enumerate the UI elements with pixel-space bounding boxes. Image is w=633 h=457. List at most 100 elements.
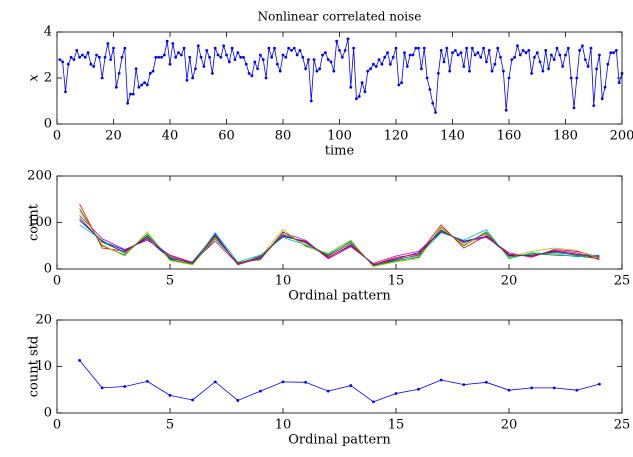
x-tick-label: 15 [388, 274, 405, 289]
point [162, 53, 166, 57]
point [476, 51, 480, 55]
point [544, 49, 548, 52]
point [349, 384, 353, 387]
x-tick-label: 20 [501, 274, 518, 289]
y-tick-label: 0 [44, 406, 52, 421]
point [575, 388, 579, 392]
point [479, 55, 483, 59]
point [451, 51, 454, 55]
point [151, 69, 155, 73]
point [233, 58, 237, 61]
point [510, 58, 514, 61]
point [140, 83, 144, 87]
point [137, 85, 141, 89]
point [287, 46, 291, 50]
point [518, 53, 522, 57]
point [264, 76, 268, 80]
point [182, 46, 186, 50]
point [165, 39, 169, 43]
point [434, 111, 437, 114]
axes-frame [56, 175, 623, 270]
point [431, 101, 435, 105]
point [349, 85, 353, 89]
point [129, 92, 132, 96]
point [355, 97, 358, 101]
point [555, 46, 559, 50]
point [414, 46, 418, 50]
point [499, 55, 502, 59]
y-axis-label: count [27, 203, 42, 241]
axes-frame [56, 319, 623, 414]
x-tick-label: 10 [275, 274, 292, 289]
point [230, 46, 234, 50]
x-tick-label: 60 [218, 129, 235, 144]
point [270, 55, 274, 59]
series-line [79, 215, 600, 265]
x-tick-label: 100 [327, 129, 352, 144]
point [72, 58, 76, 61]
point [343, 49, 347, 52]
point [278, 69, 282, 73]
point [496, 46, 500, 50]
point [326, 58, 330, 61]
point [123, 46, 127, 50]
point [374, 65, 378, 68]
point [329, 60, 333, 64]
x-tick-label: 80 [275, 129, 292, 144]
point [530, 386, 533, 390]
point [386, 51, 389, 55]
point [592, 104, 596, 107]
point [292, 46, 296, 50]
point [383, 55, 387, 59]
point [490, 69, 494, 73]
point [100, 76, 104, 80]
point [485, 380, 488, 384]
point [315, 69, 319, 73]
point [236, 399, 240, 402]
point [439, 378, 443, 382]
point [439, 49, 443, 52]
point [219, 55, 223, 59]
x-tick-label: 10 [275, 418, 292, 433]
point [58, 58, 62, 61]
point [566, 46, 570, 50]
point [78, 359, 81, 362]
point [95, 53, 98, 57]
point [516, 44, 519, 48]
point [391, 55, 395, 59]
point [179, 53, 183, 57]
y-tick-label: 4 [44, 25, 52, 40]
point [75, 49, 79, 52]
point [109, 58, 113, 61]
point [307, 58, 310, 61]
point [92, 65, 96, 68]
point [394, 392, 398, 395]
point [417, 46, 420, 50]
point [372, 62, 375, 66]
point [304, 67, 307, 71]
point [538, 60, 542, 64]
point [598, 382, 601, 386]
point [609, 51, 613, 55]
point [420, 67, 423, 71]
point [281, 53, 285, 57]
point [380, 62, 384, 66]
point [575, 76, 579, 80]
point [462, 65, 466, 68]
point [146, 83, 149, 87]
point [377, 58, 381, 61]
point [352, 46, 356, 50]
point [312, 58, 316, 61]
x-tick-label: 40 [162, 129, 179, 144]
point [301, 55, 305, 59]
point [304, 380, 307, 384]
x-tick-label: 5 [166, 418, 174, 433]
point [606, 62, 610, 66]
point [61, 60, 65, 64]
point [583, 58, 587, 61]
point [146, 379, 149, 383]
point [338, 49, 341, 52]
point [97, 55, 101, 59]
point [340, 55, 344, 59]
